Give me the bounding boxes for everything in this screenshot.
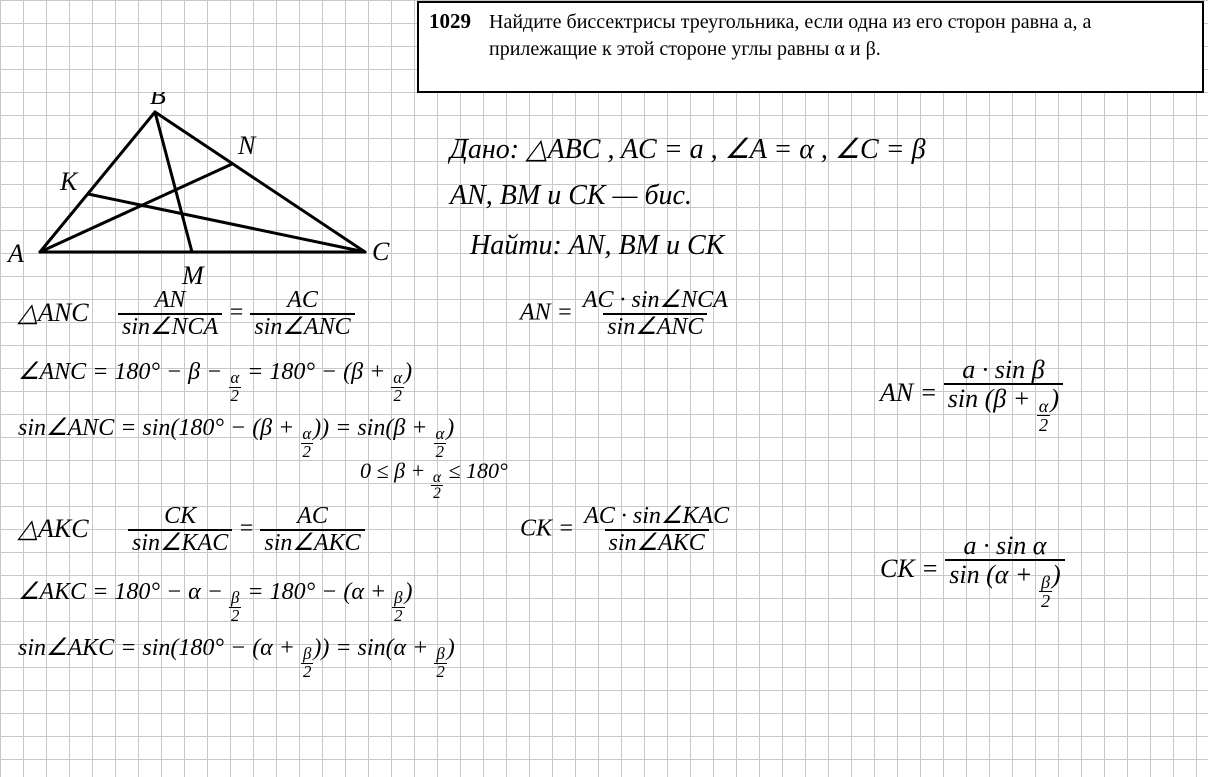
handwriting-an_final: AN = a · sin βsin (β + α2)	[880, 356, 1063, 434]
handwriting-anc_head: △ANC	[18, 300, 89, 326]
handwriting-an_expr: AN = AC · sin∠NCAsin∠ANC	[520, 288, 732, 340]
handwriting-anc_ang: ∠ANC = 180° − β − α2 = 180° − (β + α2)	[18, 360, 412, 405]
handwriting-ck_final: CK = a · sin αsin (α + β2)	[880, 532, 1065, 610]
handwriting-akc_sin: sin∠AKC = sin(180° − (α + β2)) = sin(α +…	[18, 636, 455, 681]
svg-text:C: C	[372, 237, 390, 266]
problem-text: Найдите биссектрисы треугольника, если о…	[489, 9, 1192, 81]
svg-text:A: A	[6, 239, 24, 268]
handwriting-find: Найти: AN, BM и CK	[470, 232, 724, 260]
handwriting-akc_eq1: CKsin∠KAC = ACsin∠AKC	[128, 504, 365, 556]
problem-box: 1029 Найдите биссектрисы треугольника, е…	[417, 1, 1204, 93]
handwriting-range: 0 ≤ β + α2 ≤ 180°	[360, 460, 508, 502]
handwriting-anc_sin: sin∠ANC = sin(180° − (β + α2)) = sin(β +…	[18, 416, 454, 461]
triangle-diagram: A B C K N M	[0, 92, 400, 292]
svg-text:B: B	[150, 92, 166, 110]
svg-text:M: M	[181, 261, 205, 290]
handwriting-akc_head: △AKC	[18, 516, 89, 542]
handwriting-akc_ang: ∠AKC = 180° − α − β2 = 180° − (α + β2)	[18, 580, 413, 625]
problem-number: 1029	[429, 9, 471, 81]
handwriting-bisec: AN, BM и CK — бис.	[450, 182, 692, 210]
handwriting-given: Дано: △ABC , AC = a , ∠A = α , ∠C = β	[450, 136, 926, 164]
handwriting-ck_expr: CK = AC · sin∠KACsin∠AKC	[520, 504, 733, 556]
handwriting-anc_eq1: ANsin∠NCA = ACsin∠ANC	[118, 288, 355, 340]
svg-text:K: K	[59, 167, 79, 196]
svg-text:N: N	[237, 131, 257, 160]
